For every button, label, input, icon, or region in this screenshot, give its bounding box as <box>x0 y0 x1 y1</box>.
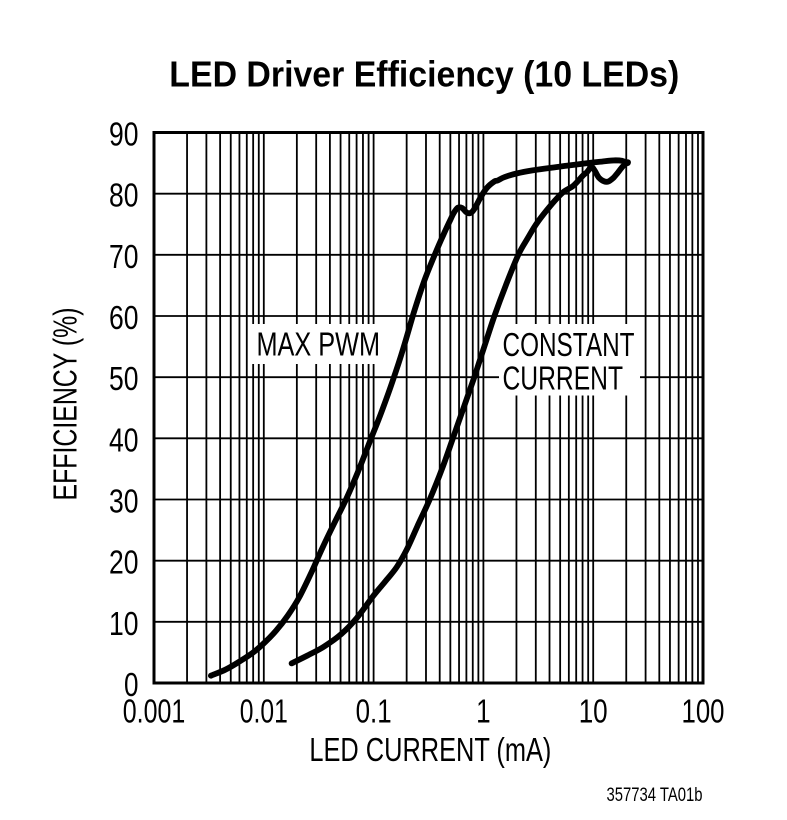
svg-text:100: 100 <box>682 693 725 730</box>
svg-text:LED Driver Efficiency (10 LEDs: LED Driver Efficiency (10 LEDs) <box>169 53 679 94</box>
svg-text:0: 0 <box>124 666 139 703</box>
svg-text:0.01: 0.01 <box>240 693 288 730</box>
svg-text:EFFICIENCY (%): EFFICIENCY (%) <box>47 308 84 501</box>
svg-text:CURRENT: CURRENT <box>503 360 624 397</box>
svg-text:10: 10 <box>109 605 139 642</box>
svg-text:30: 30 <box>109 483 139 520</box>
svg-text:90: 90 <box>109 116 139 153</box>
svg-text:10: 10 <box>579 693 608 730</box>
svg-text:357734 TA01b: 357734 TA01b <box>607 785 703 806</box>
svg-text:50: 50 <box>109 360 139 397</box>
svg-text:1: 1 <box>476 693 491 730</box>
svg-text:MAX PWM: MAX PWM <box>257 326 381 363</box>
svg-text:20: 20 <box>109 544 139 581</box>
svg-text:0.001: 0.001 <box>123 693 186 730</box>
svg-text:0.1: 0.1 <box>356 693 392 730</box>
svg-text:80: 80 <box>109 177 139 214</box>
svg-text:LED CURRENT (mA): LED CURRENT (mA) <box>309 731 551 768</box>
svg-text:40: 40 <box>109 421 139 458</box>
svg-text:70: 70 <box>109 238 139 275</box>
svg-text:60: 60 <box>109 299 139 336</box>
svg-text:CONSTANT: CONSTANT <box>503 326 635 363</box>
